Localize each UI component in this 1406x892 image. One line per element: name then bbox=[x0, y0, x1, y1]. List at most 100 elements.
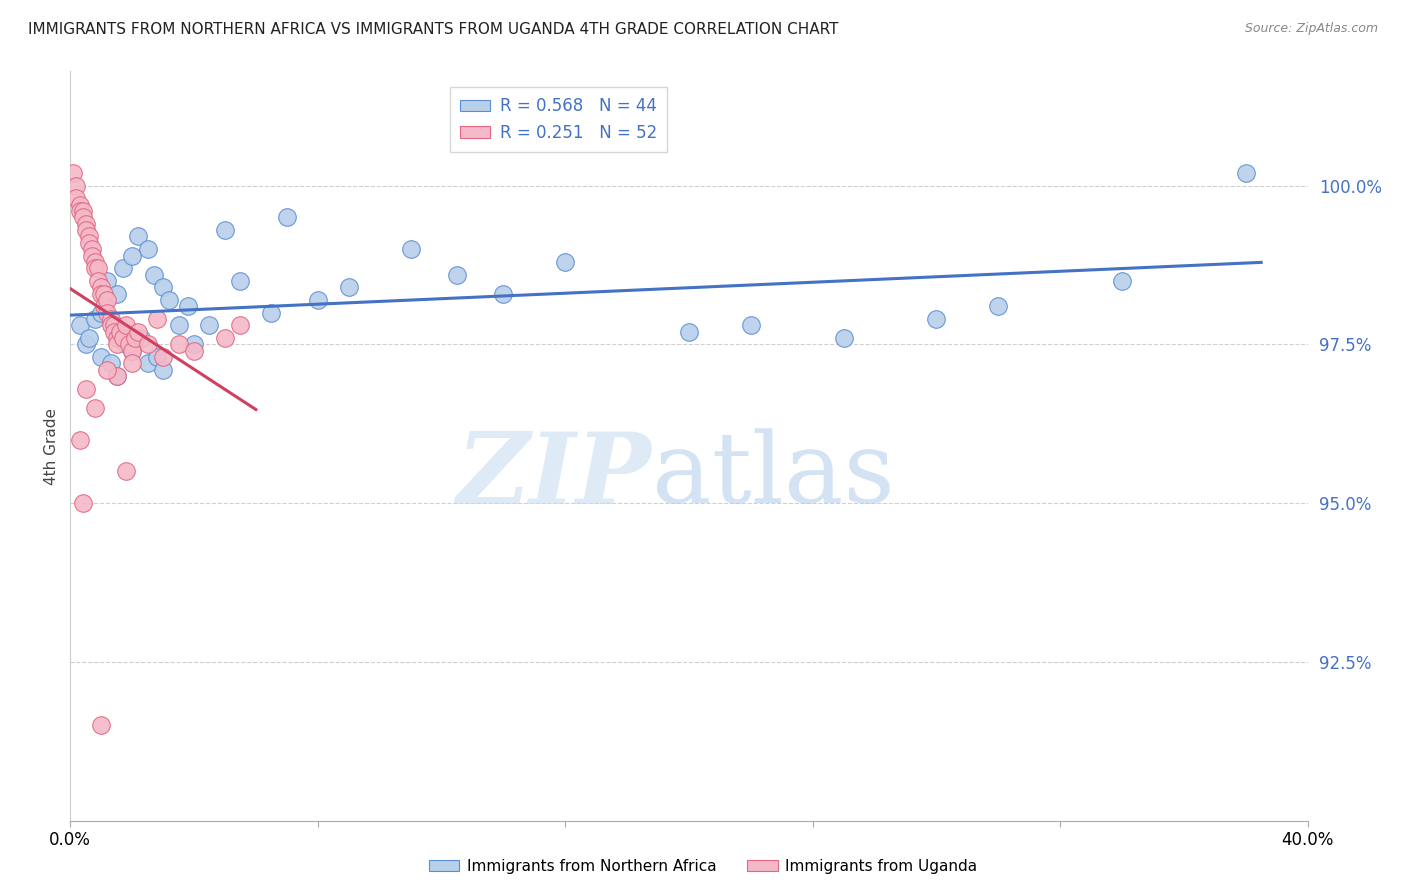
Point bbox=[90, 306, 112, 320]
Point bbox=[111, 331, 134, 345]
Point bbox=[177, 299, 200, 313]
Point bbox=[229, 318, 252, 333]
Point bbox=[115, 318, 138, 333]
Point bbox=[152, 350, 174, 364]
Point bbox=[214, 331, 236, 345]
Point bbox=[121, 248, 143, 262]
Point bbox=[987, 299, 1010, 313]
Point bbox=[399, 242, 422, 256]
Point bbox=[136, 356, 159, 370]
Point bbox=[136, 242, 159, 256]
Point bbox=[142, 268, 165, 282]
Text: ZIP: ZIP bbox=[457, 428, 652, 524]
Point bbox=[100, 356, 122, 370]
Point bbox=[121, 343, 143, 358]
Point bbox=[115, 464, 138, 478]
Point bbox=[105, 369, 128, 384]
Point bbox=[96, 274, 118, 288]
Point bbox=[167, 337, 190, 351]
Point bbox=[167, 318, 190, 333]
Point bbox=[492, 286, 515, 301]
Point bbox=[96, 306, 118, 320]
Legend: R = 0.568   N = 44, R = 0.251   N = 52: R = 0.568 N = 44, R = 0.251 N = 52 bbox=[450, 87, 666, 152]
Point bbox=[121, 356, 143, 370]
Point bbox=[832, 331, 855, 345]
Point bbox=[96, 363, 118, 377]
Text: atlas: atlas bbox=[652, 428, 894, 524]
Point bbox=[75, 382, 97, 396]
Point bbox=[90, 286, 112, 301]
Point bbox=[80, 242, 103, 256]
Point bbox=[105, 369, 128, 384]
Point bbox=[554, 255, 576, 269]
Point bbox=[183, 343, 205, 358]
Text: Source: ZipAtlas.com: Source: ZipAtlas.com bbox=[1244, 22, 1378, 36]
Point bbox=[198, 318, 221, 333]
Point bbox=[65, 191, 87, 205]
Point bbox=[75, 223, 97, 237]
Point bbox=[152, 280, 174, 294]
Point bbox=[127, 325, 149, 339]
Point bbox=[80, 248, 103, 262]
Point bbox=[100, 312, 122, 326]
Text: IMMIGRANTS FROM NORTHERN AFRICA VS IMMIGRANTS FROM UGANDA 4TH GRADE CORRELATION : IMMIGRANTS FROM NORTHERN AFRICA VS IMMIG… bbox=[28, 22, 838, 37]
Point bbox=[77, 331, 100, 345]
Point bbox=[229, 274, 252, 288]
Point bbox=[72, 211, 94, 225]
Point bbox=[75, 217, 97, 231]
Point bbox=[93, 299, 115, 313]
Point bbox=[678, 325, 700, 339]
Point bbox=[157, 293, 180, 307]
Point bbox=[65, 178, 87, 193]
Point bbox=[1234, 166, 1257, 180]
Point bbox=[115, 337, 138, 351]
Point bbox=[72, 204, 94, 219]
Point bbox=[105, 331, 128, 345]
Point bbox=[152, 363, 174, 377]
Point bbox=[1111, 274, 1133, 288]
Point bbox=[131, 331, 153, 345]
Point bbox=[75, 337, 97, 351]
Point bbox=[103, 325, 125, 339]
Legend: Immigrants from Northern Africa, Immigrants from Uganda: Immigrants from Northern Africa, Immigra… bbox=[423, 853, 983, 880]
Point bbox=[77, 235, 100, 250]
Point bbox=[276, 211, 298, 225]
Point bbox=[146, 312, 169, 326]
Point bbox=[111, 261, 134, 276]
Point bbox=[84, 255, 107, 269]
Point bbox=[87, 274, 110, 288]
Point bbox=[925, 312, 948, 326]
Point bbox=[77, 229, 100, 244]
Point bbox=[90, 718, 112, 732]
Point bbox=[337, 280, 360, 294]
Point bbox=[121, 343, 143, 358]
Point bbox=[72, 496, 94, 510]
Point bbox=[84, 401, 107, 415]
Point bbox=[108, 325, 131, 339]
Point bbox=[69, 318, 91, 333]
Point bbox=[740, 318, 762, 333]
Point bbox=[84, 261, 107, 276]
Point bbox=[93, 286, 115, 301]
Point bbox=[84, 312, 107, 326]
Point bbox=[100, 318, 122, 333]
Point bbox=[214, 223, 236, 237]
Point bbox=[90, 350, 112, 364]
Point bbox=[62, 166, 84, 180]
Point bbox=[69, 433, 91, 447]
Point bbox=[90, 280, 112, 294]
Point bbox=[307, 293, 329, 307]
Point bbox=[136, 337, 159, 351]
Point bbox=[446, 268, 468, 282]
Point bbox=[127, 229, 149, 244]
Y-axis label: 4th Grade: 4th Grade bbox=[44, 408, 59, 484]
Point bbox=[105, 286, 128, 301]
Point bbox=[87, 261, 110, 276]
Point bbox=[124, 331, 146, 345]
Point bbox=[69, 197, 91, 211]
Point bbox=[103, 318, 125, 333]
Point bbox=[146, 350, 169, 364]
Point bbox=[69, 204, 91, 219]
Point bbox=[183, 337, 205, 351]
Point bbox=[118, 337, 141, 351]
